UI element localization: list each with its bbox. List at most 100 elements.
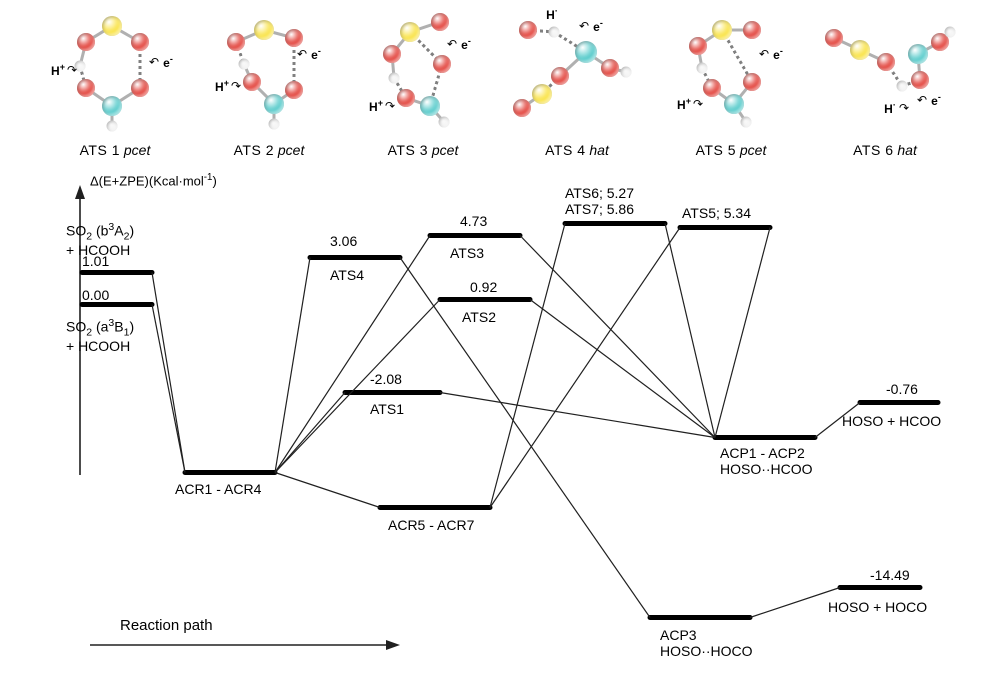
molecule-ats3: H+↷ e- ↶ ATS 3 pcet [348,8,498,158]
curved-arrow-icon: ↶ [579,19,589,33]
atom-s [532,84,552,104]
transfer-annotation: H· [884,100,896,116]
molecule-ats4: H· e- ↶ ATS 4 hat [502,8,652,158]
diagram-label-P1_name: HOSO + HCOO [842,413,941,429]
molecule-ats6: H·↷e-↶ATS 6 hat [810,8,960,158]
transfer-annotation: e- [593,18,603,34]
molecule-draw: H+↷ e- ↶ [348,8,498,130]
diagram-label-ATS4_val: 3.06 [330,233,357,249]
curved-arrow-icon: ↶ [759,47,769,61]
transfer-annotation: H+ [51,62,65,78]
atom-h [269,119,280,130]
diagram-label-P1_val: -0.76 [886,381,918,397]
atom-h [439,117,450,128]
molecule-draw: H+↷ e- ↶ [194,8,344,130]
atom-o [285,29,303,47]
curved-arrow-icon: ↶ [447,37,457,51]
transfer-annotation: e- [461,36,471,52]
transfer-annotation: H+ [215,78,229,94]
atom-o [285,81,303,99]
molecule-caption: ATS 2 pcet [194,142,344,158]
molecule-ats1: H+↷ e- ↶ ATS 1 pcet [40,8,190,158]
diagram-overlay: 1.010.00SO2 (b3A2)+ HCOOHSO2 (a3B1)+ HCO… [30,175,970,675]
energy-diagram: 1.010.00SO2 (b3A2)+ HCOOHSO2 (a3B1)+ HCO… [30,175,970,675]
atom-o [519,21,537,39]
atom-o [431,13,449,31]
diagram-label-R_a_name: SO2 (a3B1)+ HCOOH [66,317,134,354]
curved-arrow-icon: ↷ [693,97,703,111]
atom-o [601,59,619,77]
atom-o [397,89,415,107]
transfer-annotation: e- [311,46,321,62]
transfer-annotation: e- [773,46,783,62]
x-axis-label: Reaction path [120,617,213,634]
molecule-strip: H+↷e-↶ATS 1 pcetH+↷e-↶ATS 2 pcetH+↷e-↶AT… [40,8,960,168]
atom-o [825,29,843,47]
diagram-label-ATS2_name: ATS2 [462,309,496,325]
diagram-label-ATS2_val: 0.92 [470,279,497,295]
transfer-annotation: e- [163,54,173,70]
molecule-caption: ATS 4 hat [502,142,652,158]
atom-h [945,27,956,38]
curved-arrow-icon: ↶ [917,93,927,107]
atom-o [77,33,95,51]
atom-o [551,67,569,85]
molecule-caption: ATS 6 hat [810,142,960,158]
atom-h [107,121,118,132]
atom-h [741,117,752,128]
atom-c [575,41,597,63]
diagram-label-P2_name: HOSO + HOCO [828,599,927,615]
molecule-caption: ATS 3 pcet [348,142,498,158]
transfer-annotation: H· [546,6,558,22]
diagram-label-R_a_val: 0.00 [82,287,109,303]
molecule-ats2: H+↷ e- ↶ ATS 2 pcet [194,8,344,158]
atom-o [877,53,895,71]
diagram-label-ACR14_name: ACR1 - ACR4 [175,481,261,497]
atom-h [621,67,632,78]
y-axis-label: Δ(E+ZPE)(Kcal·mol-1) [90,172,217,188]
curved-arrow-icon: ↶ [149,55,159,69]
diagram-label-ATS3_val: 4.73 [460,213,487,229]
atom-o [383,45,401,63]
molecule-caption: ATS 1 pcet [40,142,190,158]
transfer-annotation: H+ [677,96,691,112]
page-root: H+↷e-↶ATS 1 pcetH+↷e-↶ATS 2 pcetH+↷e-↶AT… [0,0,993,692]
atom-s [102,16,122,36]
molecule-draw: H+↷ e- ↶ [656,8,806,130]
atom-h [697,63,708,74]
atom-h [239,59,250,70]
curved-arrow-icon: ↷ [385,99,395,113]
y-axis-label-text: Δ(E+ZPE)(Kcal·mol [90,173,204,188]
atom-h [389,73,400,84]
atom-c [724,94,744,114]
transfer-annotation: e- [931,92,941,108]
atom-o [131,79,149,97]
diagram-label-ACR57_name: ACR5 - ACR7 [388,517,474,533]
atom-s [850,40,870,60]
atom-o [743,21,761,39]
atom-o [131,33,149,51]
diagram-label-ATS3_name: ATS3 [450,245,484,261]
atom-o [513,99,531,117]
molecule-draw: H·↷e-↶ [810,8,960,130]
atom-o [703,79,721,97]
diagram-label-ATS1_val: -2.08 [370,371,402,387]
atom-o [243,73,261,91]
atom-o [77,79,95,97]
atom-o [689,37,707,55]
molecule-caption: ATS 5 pcet [656,142,806,158]
curved-arrow-icon: ↶ [297,47,307,61]
atom-c [264,94,284,114]
diagram-label-R_b_name: SO2 (b3A2)+ HCOOH [66,221,134,258]
y-axis-label-tail: ) [212,173,216,188]
diagram-label-ATS5_val: ATS5; 5.34 [682,205,751,221]
diagram-label-ATS1_name: ATS1 [370,401,404,417]
atom-s [400,22,420,42]
atom-h [549,27,560,38]
atom-o [911,71,929,89]
molecule-draw: H· e- ↶ [502,8,652,130]
diagram-label-ATS67_b: ATS7; 5.86 [565,201,634,217]
curved-arrow-icon: ↷ [67,63,77,77]
transfer-annotation: H+ [369,98,383,114]
curved-arrow-icon: ↷ [231,79,241,93]
